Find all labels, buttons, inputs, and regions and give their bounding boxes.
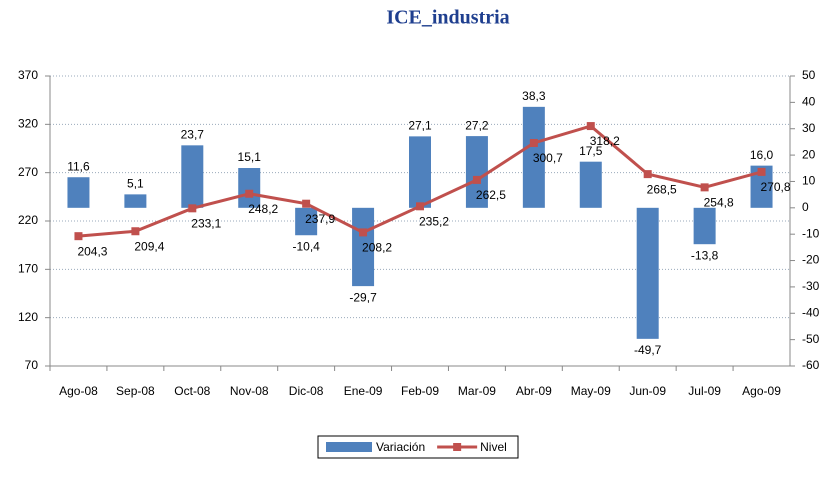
x-tick-label: Feb-09 [401, 384, 439, 398]
bar [181, 145, 204, 208]
bar-value-label: 17,5 [579, 144, 603, 158]
bar-value-label: -49,7 [634, 343, 662, 357]
x-tick-label: Jun-09 [629, 384, 666, 398]
x-tick-label: Abr-09 [516, 384, 552, 398]
y2-tick-label: -50 [802, 332, 820, 346]
x-tick-label: May-09 [571, 384, 611, 398]
y-tick-label: 270 [18, 165, 38, 179]
line-value-label: 233,1 [191, 217, 221, 231]
bar [352, 207, 375, 287]
x-tick-label: Ago-08 [59, 384, 98, 398]
line-marker [188, 204, 197, 213]
y-tick-label: 70 [25, 358, 39, 372]
bar-value-label: -29,7 [349, 290, 377, 304]
line-marker [131, 227, 140, 236]
bar-value-label: 11,6 [67, 159, 90, 173]
y2-tick-label: 40 [802, 95, 816, 109]
bar [579, 161, 602, 208]
bar [636, 207, 659, 339]
y2-tick-label: -40 [802, 305, 820, 319]
x-tick-label: Ene-09 [344, 384, 383, 398]
legend-frame [317, 435, 519, 459]
bar [124, 194, 147, 208]
y2-tick-label: -10 [802, 226, 820, 240]
line-marker [416, 202, 424, 211]
y-tick-label: 320 [18, 117, 38, 131]
bar [295, 207, 318, 236]
line-value-label: 318,2 [590, 134, 620, 148]
chart-title: ICE_industria [386, 7, 509, 29]
line-marker [359, 228, 368, 237]
y2-tick-label: 20 [802, 147, 816, 161]
bar [409, 136, 431, 208]
y-tick-label: 120 [18, 310, 38, 324]
line-marker [586, 122, 595, 131]
bar-value-label: 16,0 [750, 148, 774, 162]
y2-tick-label: -20 [802, 253, 820, 267]
y2-tick-label: 10 [802, 174, 816, 188]
line-marker [757, 167, 766, 176]
x-tick-label: Jul-09 [688, 384, 721, 398]
line-value-label: 209,4 [134, 239, 164, 253]
x-tick-label: Oct-08 [174, 384, 210, 398]
bar-value-label: -10,4 [292, 239, 320, 253]
line-marker [302, 199, 311, 208]
x-tick-label: Nov-08 [230, 384, 269, 398]
bar-value-label: 38,3 [522, 89, 546, 103]
bar [465, 136, 488, 208]
y-tick-label: 220 [18, 213, 38, 227]
y2-tick-label: 0 [802, 200, 809, 214]
x-tick-label: Dic-08 [289, 384, 324, 398]
line-value-label: 268,5 [647, 182, 677, 196]
line-marker [529, 138, 538, 147]
x-tick-label: Ago-09 [742, 384, 781, 398]
line-value-label: 248,2 [248, 202, 278, 216]
line-value-label: 237,9 [305, 212, 335, 226]
x-tick-label: Mar-09 [458, 384, 496, 398]
bar-value-label: 27,1 [408, 119, 432, 133]
y-tick-label: 370 [18, 68, 38, 82]
line-marker [472, 175, 481, 184]
bar-value-label: -13,8 [691, 248, 719, 262]
bar [522, 106, 545, 208]
legend-label: Nivel [480, 440, 507, 454]
bar [67, 177, 90, 208]
line-value-label: 204,3 [77, 244, 107, 258]
bar [750, 165, 773, 208]
line-marker [74, 232, 83, 241]
line-value-label: 235,2 [419, 214, 449, 228]
y2-tick-label: -30 [802, 279, 820, 293]
line-value-label: 262,5 [476, 188, 506, 202]
bar-value-label: 5,1 [127, 177, 144, 191]
line-value-label: 208,2 [362, 241, 392, 255]
bar-value-label: 15,1 [238, 150, 262, 164]
legend-swatch-marker [453, 443, 462, 451]
y-tick-label: 170 [18, 262, 38, 276]
line-marker [245, 189, 254, 198]
y2-tick-label: -60 [802, 358, 820, 372]
line-value-label: 254,8 [704, 196, 734, 210]
legend-label: Variación [376, 440, 425, 454]
legend: Variación Nivel [317, 435, 519, 459]
line-marker [700, 183, 709, 192]
bar [238, 168, 261, 208]
x-tick-label: Sep-08 [116, 384, 155, 398]
y2-tick-label: 30 [802, 121, 816, 135]
y2-tick-label: 50 [802, 68, 816, 82]
line-value-label: 300,7 [533, 151, 563, 165]
bar-value-label: 23,7 [181, 128, 205, 142]
bar-value-label: 27,2 [465, 118, 489, 132]
bar [693, 207, 716, 245]
line-value-label: 270,8 [761, 180, 791, 194]
legend-swatch [326, 442, 372, 452]
line-marker [643, 170, 652, 179]
